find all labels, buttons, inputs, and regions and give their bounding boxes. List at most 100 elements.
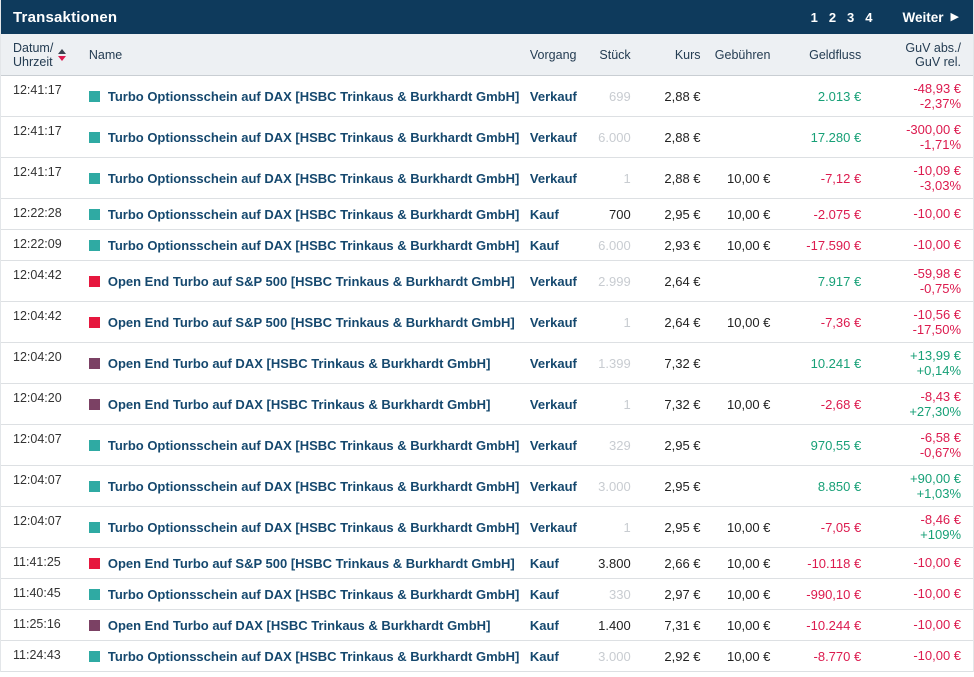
- table-row[interactable]: 12:04:07 Turbo Optionsschein auf DAX [HS…: [1, 425, 973, 466]
- instrument-cell: Open End Turbo auf DAX [HSBC Trinkaus & …: [88, 396, 530, 412]
- page-link-4[interactable]: 4: [865, 9, 873, 25]
- gebuehren-value: 10,00 €: [727, 396, 771, 412]
- column-header-guv: GuV abs./ GuV rel.: [905, 40, 962, 69]
- guv-cell: -10,56 € -17,50%: [861, 307, 973, 338]
- instrument-cell: Open End Turbo auf S&P 500 [HSBC Trinkau…: [88, 555, 530, 571]
- instrument-name-link[interactable]: Open End Turbo auf S&P 500 [HSBC Trinkau…: [107, 273, 515, 289]
- geldfluss-value: -2.075 €: [813, 206, 862, 222]
- table-row[interactable]: 11:25:16 Open End Turbo auf DAX [HSBC Tr…: [1, 610, 973, 641]
- guv-value: +13,99 €: [910, 347, 962, 363]
- stueck-value: 1.399: [598, 355, 631, 371]
- instrument-name-link[interactable]: Turbo Optionsschein auf DAX [HSBC Trinka…: [107, 648, 520, 664]
- transaction-time: 12:04:20: [13, 350, 62, 364]
- red-square-icon: [88, 275, 100, 287]
- page-link-3[interactable]: 3: [847, 9, 855, 25]
- geldfluss-value: -10.118 €: [807, 555, 862, 571]
- table-row[interactable]: 11:40:45 Turbo Optionsschein auf DAX [HS…: [1, 579, 973, 610]
- instrument-name-link[interactable]: Turbo Optionsschein auf DAX [HSBC Trinka…: [107, 129, 520, 145]
- teal-square-icon: [88, 131, 100, 143]
- page-link-2[interactable]: 2: [828, 9, 837, 25]
- geldfluss-value: 2.013 €: [817, 88, 862, 104]
- guv-cell: -6,58 € -0,67%: [861, 430, 973, 461]
- next-page-button[interactable]: Weiter ▶: [903, 10, 959, 25]
- instrument-name-link[interactable]: Open End Turbo auf DAX [HSBC Trinkaus & …: [107, 396, 491, 412]
- transaction-time: 12:04:07: [13, 473, 62, 487]
- instrument-name-link[interactable]: Open End Turbo auf DAX [HSBC Trinkaus & …: [107, 617, 491, 633]
- page-title: Transaktionen: [13, 8, 118, 26]
- sort-up-icon: [58, 48, 67, 54]
- gebuehren-value: 10,00 €: [727, 206, 771, 222]
- sort-down-icon: [58, 55, 67, 61]
- table-row[interactable]: 12:41:17 Turbo Optionsschein auf DAX [HS…: [1, 117, 973, 158]
- instrument-name-link[interactable]: Open End Turbo auf S&P 500 [HSBC Trinkau…: [107, 555, 515, 571]
- guv-value: -2,37%: [919, 96, 962, 111]
- guv-value: -17,50%: [912, 322, 962, 337]
- guv-value: -1,71%: [919, 137, 962, 152]
- table-row[interactable]: 11:41:25 Open End Turbo auf S&P 500 [HSB…: [1, 548, 973, 579]
- stueck-value: 2.999: [598, 273, 631, 289]
- geldfluss-value: -8.770 €: [813, 648, 862, 664]
- instrument-name-link[interactable]: Turbo Optionsschein auf DAX [HSBC Trinka…: [107, 519, 520, 535]
- instrument-name-link[interactable]: Turbo Optionsschein auf DAX [HSBC Trinka…: [107, 437, 520, 453]
- guv-value: -10,00 €: [913, 648, 962, 664]
- table-row[interactable]: 12:04:42 Open End Turbo auf S&P 500 [HSB…: [1, 261, 973, 302]
- column-header-kurs: Kurs: [674, 47, 701, 62]
- table-row[interactable]: 12:04:20 Open End Turbo auf DAX [HSBC Tr…: [1, 343, 973, 384]
- guv-value: -300,00 €: [906, 121, 962, 137]
- gebuehren-value: 10,00 €: [727, 314, 771, 330]
- instrument-name-link[interactable]: Turbo Optionsschein auf DAX [HSBC Trinka…: [107, 478, 520, 494]
- table-row[interactable]: 12:22:28 Turbo Optionsschein auf DAX [HS…: [1, 199, 973, 230]
- instrument-name-link[interactable]: Open End Turbo auf S&P 500 [HSBC Trinkau…: [107, 314, 515, 330]
- guv-cell: -10,00 €: [861, 586, 973, 602]
- guv-cell: -8,43 € +27,30%: [861, 389, 973, 420]
- vorgang-value: Kauf: [529, 617, 559, 633]
- column-header-datetime-label: Datum/ Uhrzeit: [13, 40, 54, 69]
- vorgang-value: Verkauf: [529, 396, 577, 412]
- table-row[interactable]: 12:04:42 Open End Turbo auf S&P 500 [HSB…: [1, 302, 973, 343]
- table-row[interactable]: 12:04:07 Turbo Optionsschein auf DAX [HS…: [1, 507, 973, 548]
- instrument-name-link[interactable]: Turbo Optionsschein auf DAX [HSBC Trinka…: [107, 170, 520, 186]
- next-page-label: Weiter: [902, 9, 944, 25]
- gebuehren-value: 10,00 €: [727, 586, 771, 602]
- instrument-cell: Turbo Optionsschein auf DAX [HSBC Trinka…: [88, 88, 530, 104]
- table-row[interactable]: 11:24:43 Turbo Optionsschein auf DAX [HS…: [1, 641, 973, 672]
- teal-square-icon: [88, 172, 100, 184]
- table-row[interactable]: 12:22:09 Turbo Optionsschein auf DAX [HS…: [1, 230, 973, 261]
- stueck-value: 3.800: [598, 555, 631, 571]
- instrument-name-link[interactable]: Turbo Optionsschein auf DAX [HSBC Trinka…: [107, 206, 520, 222]
- stueck-value: 700: [608, 206, 631, 222]
- instrument-name-link[interactable]: Open End Turbo auf DAX [HSBC Trinkaus & …: [107, 355, 491, 371]
- stueck-value: 330: [608, 586, 631, 602]
- teal-square-icon: [88, 439, 100, 451]
- kurs-value: 2,97 €: [664, 586, 701, 602]
- geldfluss-value: -10.244 €: [806, 617, 862, 633]
- transaction-time: 12:41:17: [13, 124, 62, 138]
- table-row[interactable]: 12:04:20 Open End Turbo auf DAX [HSBC Tr…: [1, 384, 973, 425]
- vorgang-value: Verkauf: [529, 88, 577, 104]
- column-header-datetime[interactable]: Datum/ Uhrzeit: [1, 41, 89, 69]
- teal-square-icon: [88, 588, 100, 600]
- red-square-icon: [88, 316, 100, 328]
- sort-icon[interactable]: [58, 48, 67, 61]
- page-link-1[interactable]: 1: [810, 9, 818, 25]
- table-row[interactable]: 12:04:07 Turbo Optionsschein auf DAX [HS…: [1, 466, 973, 507]
- gebuehren-value: 10,00 €: [727, 170, 771, 186]
- guv-value: +109%: [920, 527, 962, 542]
- instrument-name-link[interactable]: Turbo Optionsschein auf DAX [HSBC Trinka…: [107, 237, 520, 253]
- kurs-value: 2,92 €: [664, 648, 701, 664]
- guv-cell: +13,99 € +0,14%: [861, 348, 973, 379]
- table-row[interactable]: 12:41:17 Turbo Optionsschein auf DAX [HS…: [1, 76, 973, 117]
- instrument-name-link[interactable]: Turbo Optionsschein auf DAX [HSBC Trinka…: [107, 88, 520, 104]
- guv-value: -10,00 €: [913, 206, 962, 222]
- geldfluss-value: -17.590 €: [806, 237, 862, 253]
- guv-value: -10,00 €: [913, 586, 962, 602]
- instrument-name-link[interactable]: Turbo Optionsschein auf DAX [HSBC Trinka…: [107, 586, 520, 602]
- guv-value: +27,30%: [909, 404, 962, 419]
- guv-cell: -8,46 € +109%: [861, 512, 973, 543]
- kurs-value: 7,31 €: [664, 617, 701, 633]
- stueck-value: 699: [608, 88, 631, 104]
- table-row[interactable]: 12:41:17 Turbo Optionsschein auf DAX [HS…: [1, 158, 973, 199]
- instrument-cell: Open End Turbo auf S&P 500 [HSBC Trinkau…: [88, 273, 530, 289]
- stueck-value: 1: [623, 170, 631, 186]
